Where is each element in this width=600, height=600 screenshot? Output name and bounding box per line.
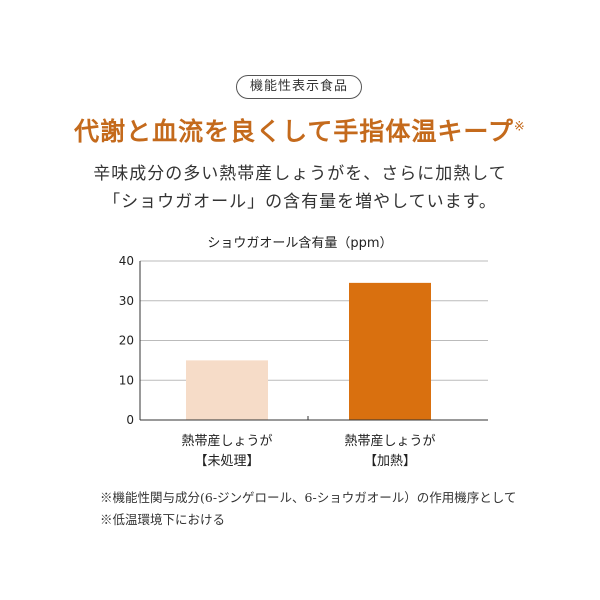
- y-tick-label-10: 10: [119, 373, 134, 387]
- headline: 代謝と血流を良くして手指体温キープ※: [0, 112, 600, 148]
- category-label-untreated: 熱帯産しょうが 【未処理】: [147, 432, 307, 472]
- category-label-untreated-line2: 【未処理】: [194, 454, 260, 469]
- y-tick-label-0: 0: [126, 413, 134, 427]
- bar-1: [349, 282, 431, 420]
- footnote-low-temperature: ※低温環境下における: [100, 512, 226, 527]
- bar-0: [186, 360, 268, 420]
- category-label-untreated-line1: 熱帯産しょうが: [181, 434, 273, 449]
- description-line-2: 「ショウガオール」の含有量を増やしています。: [103, 192, 497, 212]
- headline-note-mark: ※: [513, 119, 526, 135]
- y-tick-label-40: 40: [119, 254, 134, 268]
- description-line-1: 辛味成分の多い熱帯産しょうがを、さらに加熱して: [93, 164, 507, 184]
- chart-title: ショウガオール含有量（ppm）: [207, 236, 393, 251]
- footnote-mechanism: ※機能性関与成分(6-ジンゲロール、6-ショウガオール）の作用機序として: [100, 490, 517, 505]
- functional-food-badge: 機能性表示食品: [236, 75, 362, 99]
- category-label-heated-line2: 【加熱】: [363, 454, 416, 469]
- category-label-heated: 熱帯産しょうが 【加熱】: [310, 432, 470, 472]
- category-label-heated-line1: 熱帯産しょうが: [344, 434, 436, 449]
- y-tick-label-20: 20: [119, 334, 134, 348]
- y-tick-label-30: 30: [119, 294, 134, 308]
- headline-text: 代謝と血流を良くして手指体温キープ: [74, 117, 514, 146]
